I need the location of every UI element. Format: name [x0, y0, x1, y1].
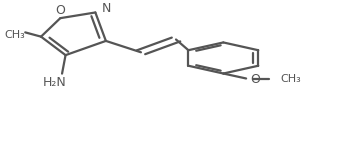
Text: O: O [251, 73, 260, 86]
Text: CH₃: CH₃ [281, 74, 301, 84]
Text: N: N [102, 2, 111, 15]
Text: H₂N: H₂N [43, 76, 67, 89]
Text: O: O [55, 4, 65, 17]
Text: CH₃: CH₃ [4, 30, 25, 40]
